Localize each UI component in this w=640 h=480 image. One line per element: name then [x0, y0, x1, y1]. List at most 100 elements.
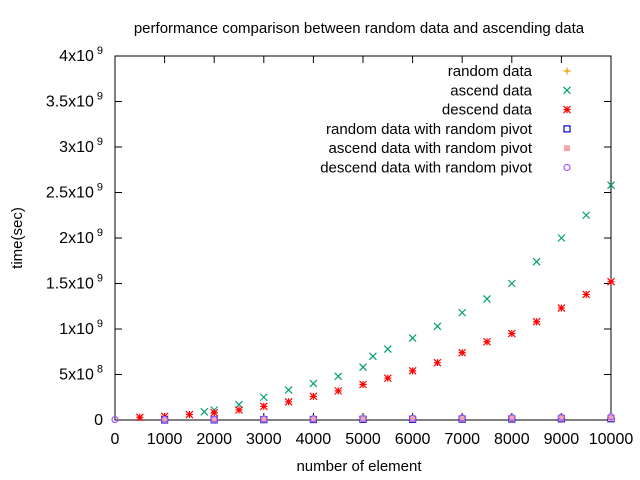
data-point: [260, 416, 267, 423]
x-tick-label: 5000: [345, 431, 381, 448]
data-point: [185, 410, 194, 419]
data-point: [557, 304, 566, 312]
y-tick-label: 2.5x10 9: [46, 182, 103, 202]
y-tick-label: 3x10 9: [59, 136, 103, 156]
data-point: [284, 386, 293, 394]
series-1: [200, 181, 615, 416]
y-tick-label: 4x10 9: [59, 45, 103, 65]
data-point: [310, 416, 317, 423]
legend-entry-label: random data: [448, 63, 533, 80]
y-axis-label: time(sec): [9, 207, 26, 269]
legend: random data ascend data descend data random…: [320, 63, 571, 177]
x-tick-label: 7000: [444, 431, 480, 448]
x-tick-label: 2000: [196, 431, 232, 448]
data-point: [582, 290, 591, 299]
data-point: [334, 372, 343, 381]
series-0: [161, 413, 615, 424]
data-point: [259, 393, 268, 402]
data-point: [532, 317, 541, 326]
x-tick-label: 8000: [494, 431, 530, 448]
legend-marker: [563, 86, 571, 95]
legend-marker: [563, 163, 571, 172]
y-tick-label: 1x10 9: [59, 318, 103, 338]
legend-marker: [564, 145, 570, 152]
data-point: [483, 337, 491, 346]
x-tick-label: 10000: [589, 431, 634, 448]
legend-entry-label: ascend data: [450, 82, 532, 99]
data-point: [309, 379, 318, 388]
y-tick-label: 3.5x10 9: [46, 91, 103, 111]
data-point: [607, 413, 615, 421]
legend-entry-label: ascend data with random pivot: [329, 140, 533, 157]
chart-title: performance comparison between random da…: [134, 20, 585, 37]
data-point: [483, 295, 491, 303]
data-point: [334, 386, 343, 395]
data-point: [200, 407, 209, 416]
legend-marker: [563, 67, 571, 75]
data-point: [433, 358, 442, 367]
data-point: [557, 413, 566, 421]
data-point: [259, 402, 268, 411]
data-point: [360, 416, 366, 423]
data-point: [582, 211, 591, 220]
data-point: [260, 415, 268, 423]
data-point: [161, 415, 169, 423]
data-point: [607, 277, 615, 286]
legend-entry-label: random data with random pivot: [326, 121, 533, 138]
data-point: [383, 374, 392, 383]
data-point: [161, 416, 168, 423]
data-point: [409, 415, 416, 422]
y-tick-label: 0: [94, 412, 103, 429]
data-point: [532, 257, 541, 266]
data-point: [557, 234, 566, 242]
data-point: [433, 322, 442, 331]
x-tick-label: 6000: [395, 431, 431, 448]
data-point: [135, 413, 144, 422]
data-point: [408, 334, 417, 343]
data-point: [608, 415, 614, 422]
data-point: [507, 279, 516, 288]
data-point: [458, 414, 466, 422]
series-5: [111, 413, 615, 424]
data-series: [111, 181, 615, 424]
x-axis-ticks: 0 1000 2000 3000 4000 5000 6000 7000 8000 9000 100…: [111, 56, 634, 448]
data-point: [211, 416, 218, 423]
x-tick-label: 3000: [246, 431, 282, 448]
data-point: [111, 415, 119, 424]
data-point: [210, 408, 219, 417]
data-point: [508, 414, 516, 422]
legend-entry-label: descend data with random pivot: [320, 160, 533, 177]
legend-marker: [563, 125, 571, 133]
data-point: [459, 415, 466, 422]
data-point: [359, 414, 367, 423]
legend-entry-label: descend data: [442, 102, 533, 119]
data-point: [284, 397, 293, 406]
data-point: [368, 352, 377, 361]
data-point: [210, 415, 218, 423]
data-point: [359, 363, 367, 372]
data-point: [309, 415, 317, 423]
plot-frame: [114, 55, 612, 421]
x-tick-label: 4000: [296, 431, 332, 448]
data-point: [359, 380, 367, 389]
series-3: [161, 415, 615, 424]
data-point: [508, 415, 515, 422]
y-tick-label: 5x10 8: [59, 364, 103, 384]
x-axis-label: number of element: [296, 458, 422, 475]
x-tick-label: 0: [111, 431, 120, 448]
legend-marker: [563, 105, 571, 114]
series-4: [161, 415, 614, 423]
data-point: [558, 415, 565, 422]
data-point: [458, 308, 467, 317]
data-point: [507, 329, 516, 338]
data-point: [607, 181, 615, 190]
data-point: [309, 392, 318, 401]
data-point: [235, 406, 243, 414]
data-point: [458, 348, 467, 357]
y-axis-ticks: 0 5x10 8 1x10 9 1.5x10 9 2x10 9 2.5x10 9 3x10 9 3.5x1…: [46, 45, 611, 429]
y-tick-label: 2x10 9: [59, 227, 103, 247]
y-tick-label: 1.5x10 9: [46, 273, 103, 293]
data-point: [383, 345, 392, 353]
x-tick-label: 9000: [544, 431, 580, 448]
